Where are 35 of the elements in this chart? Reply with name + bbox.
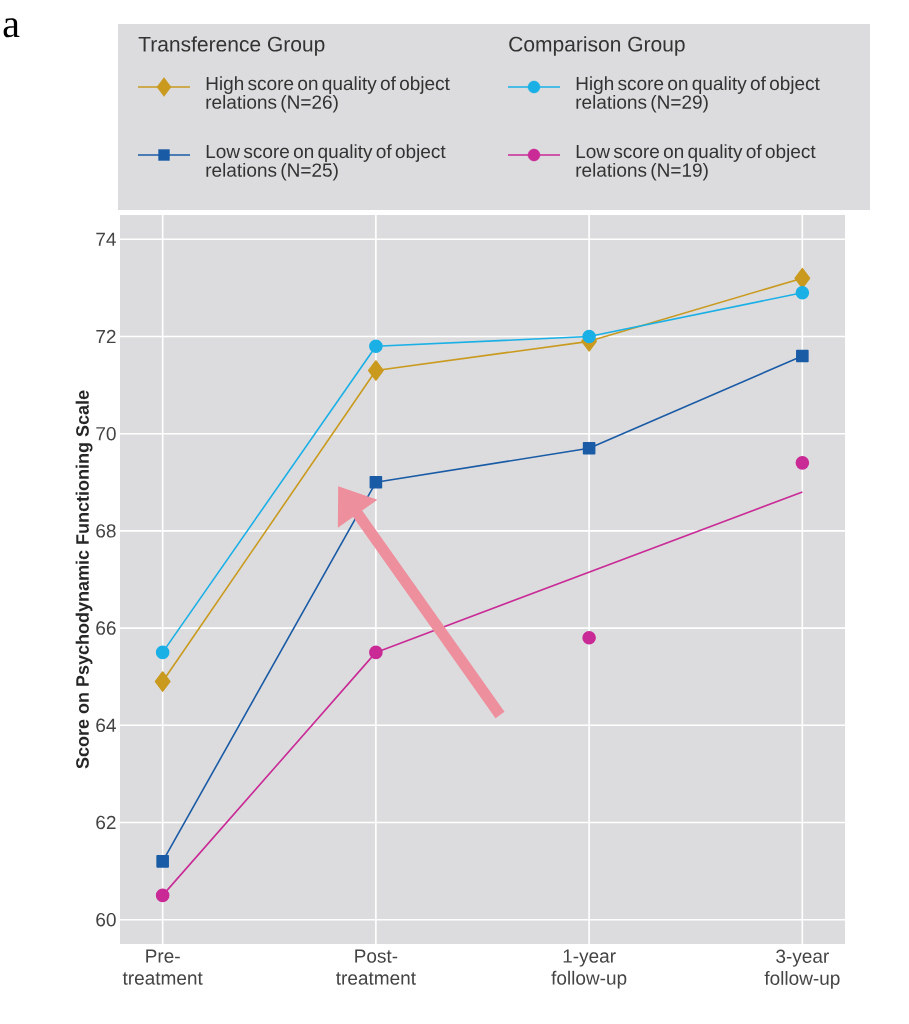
point [794,267,811,289]
y-tick-label: 60 [96,912,116,927]
y-axis-title: Score on Psychodynamic Functioning Scale [75,390,93,769]
point [795,456,810,470]
text: Transference Group [138,36,325,56]
point [796,349,809,363]
point [156,855,169,868]
x-tick-label: Pre-treatment [122,949,203,985]
x-tick-label: 3-year follow-up [764,949,840,989]
text: Comparison Group [509,36,685,56]
x-tick-label: Post-treatment [336,949,416,985]
y-tick-label: 68 [96,524,116,538]
point [369,645,383,660]
y-tick-label: 62 [96,815,116,830]
point [582,631,596,645]
point [367,360,384,381]
y-tick-label: 70 [96,426,116,441]
x-tick-label: 1-year follow-up [551,949,627,989]
point [155,645,170,660]
point [582,329,596,344]
point [369,339,383,354]
legend-label: Low score on quality of object relations (N=19) [576,144,816,181]
y-tick-label: 72 [96,329,116,344]
legend-label: High score on quality of object relations (N=26) [206,76,450,113]
y-tick-label: 64 [96,718,116,733]
legend-label: Low score on quality of object relations (N=25) [206,144,446,181]
y-tick-label: 74 [96,232,116,246]
point [155,888,170,903]
point [369,475,383,489]
point [795,285,810,300]
point [154,671,171,692]
y-tick-label: 66 [96,621,116,635]
point [582,441,596,455]
legend-label: High score on quality of object relations (N=29) [576,76,820,113]
text: a [3,18,20,38]
